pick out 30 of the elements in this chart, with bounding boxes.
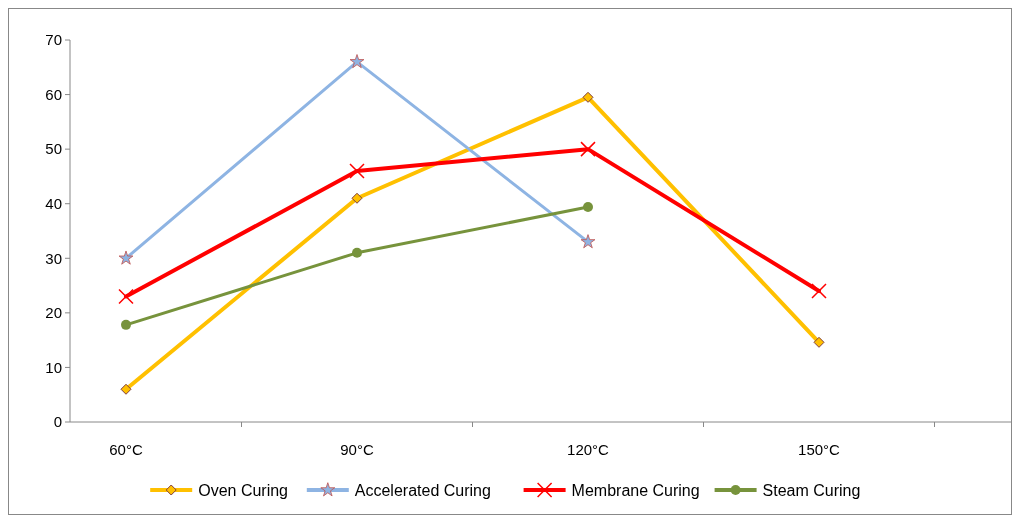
point (351, 192, 363, 204)
y-tick-label: 0 (53, 413, 62, 431)
point (582, 91, 594, 103)
y-tick-label: 60 (45, 85, 62, 103)
point (580, 141, 596, 157)
y-tick-label: 70 (45, 31, 62, 49)
legend-label: Accelerated Curing (354, 481, 491, 499)
point (352, 247, 362, 258)
y-tick-label: 50 (45, 140, 62, 158)
legend-label: Steam Curing (762, 481, 861, 499)
y-tick-label: 40 (45, 194, 62, 212)
point (121, 319, 131, 330)
legend-label: Membrane Curing (571, 481, 700, 499)
point (349, 163, 365, 179)
point (583, 201, 593, 212)
point (811, 283, 827, 299)
point (813, 336, 825, 348)
point (349, 54, 365, 69)
y-tick-label: 30 (45, 249, 62, 267)
point (120, 383, 132, 395)
point (580, 234, 596, 249)
point (118, 288, 134, 305)
y-tick-label: 10 (45, 358, 62, 376)
x-tick-label: 150°C (798, 441, 841, 458)
x-tick-label: 90°C (340, 441, 374, 458)
x-tick-label: 60°C (109, 441, 143, 458)
x-tick-label: 120°C (567, 441, 610, 458)
y-tick-label: 20 (45, 304, 62, 322)
legend-label: Oven Curing (198, 481, 289, 499)
point (118, 250, 134, 265)
